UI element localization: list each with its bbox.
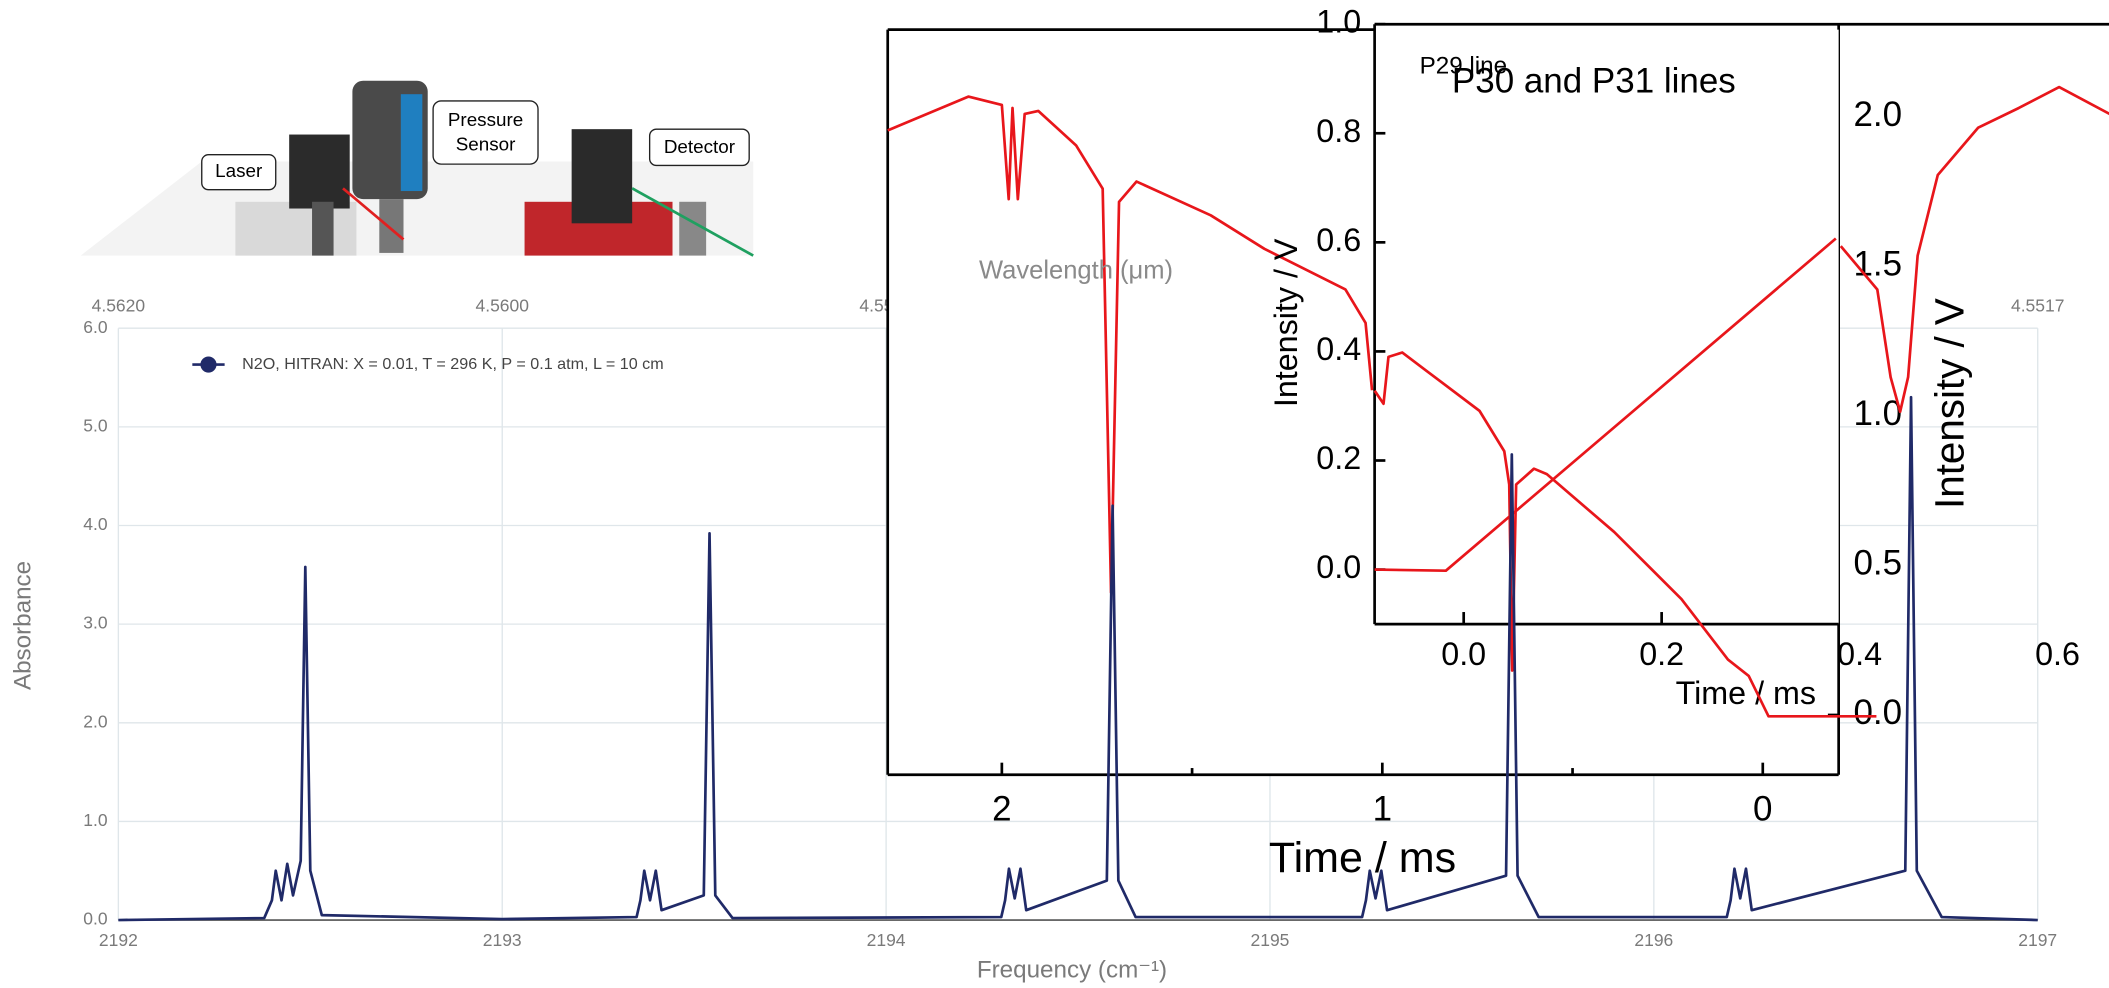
y-tick-label: 0.0 (1853, 693, 1902, 732)
legend-label: N2O, HITRAN: X = 0.01, T = 296 K, P = 0.… (242, 355, 664, 373)
y-tick-label: 1.0 (83, 810, 108, 830)
inset-chart-2: 0.0 0.2 0.4 0.6 0.8 1.0 0.0 0.2 0.4 0.6 Time / ms I… (1268, 4, 2080, 718)
x-tick-label: 0.4 (1837, 636, 1882, 672)
chart-title: P30 and P31 lines (1452, 62, 1736, 101)
y-tick-label: 0.4 (1316, 331, 1361, 367)
x-tick-label: 2193 (483, 930, 522, 950)
x2-axis-label: Wavelength (μm) (979, 256, 1173, 284)
x-tick-label: 2195 (1251, 930, 1290, 950)
data-line (1374, 237, 1837, 573)
x-tick-label: 2194 (867, 930, 906, 950)
label-box (432, 100, 539, 165)
y-axis-label: Intensity / V (1268, 238, 1304, 407)
post (679, 201, 707, 256)
x2-tick-label: 4.5517 (2011, 295, 2064, 315)
x-tick-label: 2192 (99, 930, 138, 950)
x-axis-label: Time / ms (1676, 675, 1816, 711)
x2-tick-label: 4.5600 (476, 295, 530, 315)
annotation: P29 line (1420, 53, 1507, 80)
y-tick-label: 0.6 (1316, 222, 1361, 258)
label-detector: Detector (664, 136, 735, 157)
x2-tick-label: 4.5620 (92, 295, 146, 315)
y-tick-label: 1.0 (1316, 4, 1361, 40)
sensor-window (400, 94, 423, 192)
y-tick-label: 0.5 (1853, 544, 1902, 583)
beam (631, 187, 754, 257)
y-tick-label: 6.0 (83, 317, 108, 337)
x-tick-label: 1 (1373, 789, 1392, 828)
setup-illustration: Laser Pressure Sensor Detector (80, 80, 754, 257)
data-line (887, 85, 2109, 594)
y-tick-label: 2.0 (83, 711, 108, 731)
y-tick-label: 3.0 (83, 613, 108, 633)
label-pressure: Pressure (448, 109, 523, 130)
x-tick-label: 2 (992, 789, 1011, 828)
post (312, 201, 334, 256)
x-axis-label: Frequency (cm⁻¹) (977, 957, 1167, 984)
y-tick-label: 1.0 (1853, 394, 1902, 433)
x-tick-label: 2197 (2018, 930, 2057, 950)
x-axis-label: Time / ms (1269, 834, 1456, 882)
y-tick-label: 0.0 (83, 909, 108, 929)
y-tick-label: 2.0 (1853, 95, 1902, 134)
inset-background (1374, 29, 1839, 625)
beam (342, 187, 405, 241)
rail (235, 201, 357, 256)
y-tick-label: 4.0 (83, 514, 108, 534)
y-tick-label: 1.5 (1853, 245, 1902, 284)
detector-heatsink (571, 129, 633, 224)
x-tick-label: 0 (1753, 789, 1772, 828)
y-tick-label: 5.0 (83, 415, 108, 435)
y-tick-label: 0.2 (1316, 440, 1361, 476)
y-axis-label: Intensity / V (1927, 298, 1973, 509)
post (379, 199, 404, 253)
overlay: Wavelength (μm) (118, 256, 2038, 922)
label-box (648, 128, 750, 167)
y-tick-label: 0.8 (1316, 113, 1361, 149)
x-tick-label: 0.2 (1639, 636, 1684, 672)
x-tick-label: 0.0 (1441, 636, 1486, 672)
legend-marker (200, 356, 217, 373)
label-box (201, 154, 277, 191)
label-laser: Laser (215, 160, 262, 181)
x-tick-label: 0.6 (2035, 636, 2080, 672)
x-tick-label: 2196 (1634, 930, 1673, 950)
laser-mount (289, 134, 350, 209)
label-sensor: Sensor (456, 133, 516, 154)
y-axis-label: Absorbance (10, 561, 37, 690)
y-tick-label: 0.0 (1316, 549, 1361, 585)
data-line (118, 395, 2038, 922)
